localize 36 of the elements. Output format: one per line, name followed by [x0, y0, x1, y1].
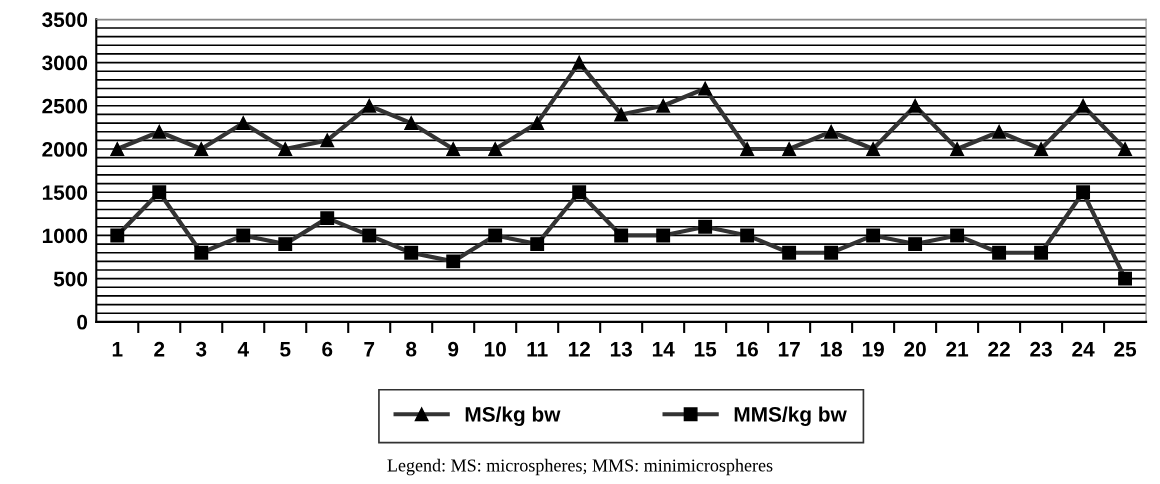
x-tick-label: 1	[112, 342, 123, 357]
text: Legend: MS: microspheres; MMS: minimicrospheres	[387, 458, 773, 476]
x-tick-label: 12	[568, 341, 590, 357]
y-tick-label: 0	[77, 314, 88, 330]
x-tick-label: 25	[1114, 341, 1137, 357]
x-tick-label: 14	[652, 342, 675, 357]
x-tick-label: 10	[484, 341, 506, 357]
x-tick-label: 13	[610, 341, 633, 357]
x-tick-label: 6	[322, 341, 333, 357]
x-tick-label: 7	[364, 342, 375, 357]
x-tick-label: 15	[694, 342, 717, 357]
x-tick-label: 18	[820, 341, 843, 357]
y-tick-label: 1000	[42, 228, 88, 244]
x-tick-label: 22	[988, 341, 1010, 357]
x-tick-label: 21	[946, 341, 969, 357]
y-tick-label: 500	[53, 271, 88, 287]
x-tick-label: 19	[862, 341, 884, 357]
y-tick-label: 2500	[42, 98, 88, 114]
x-tick-label: 11	[527, 342, 548, 357]
y-tick-label: 3000	[42, 55, 88, 71]
y-tick-label: 1500	[42, 185, 88, 200]
x-tick-label: 9	[448, 341, 459, 357]
y-tick-label: 2000	[42, 142, 88, 157]
y-tick-label: 3500	[42, 12, 88, 28]
x-tick-label: 23	[1030, 341, 1052, 357]
x-tick-label: 24	[1072, 341, 1095, 357]
x-tick-label: 8	[406, 341, 417, 357]
x-tick-label: 16	[736, 341, 758, 357]
x-tick-label: 2	[154, 341, 165, 357]
x-tick-label: 17	[778, 342, 800, 357]
legend-label: MS/kg bw	[465, 406, 561, 426]
x-tick-label: 5	[280, 342, 291, 357]
x-tick-label: 20	[904, 341, 926, 357]
legend-label: MMS/kg bw	[734, 406, 847, 426]
x-tick-label: 4	[237, 342, 249, 357]
x-tick-label: 3	[195, 341, 207, 357]
